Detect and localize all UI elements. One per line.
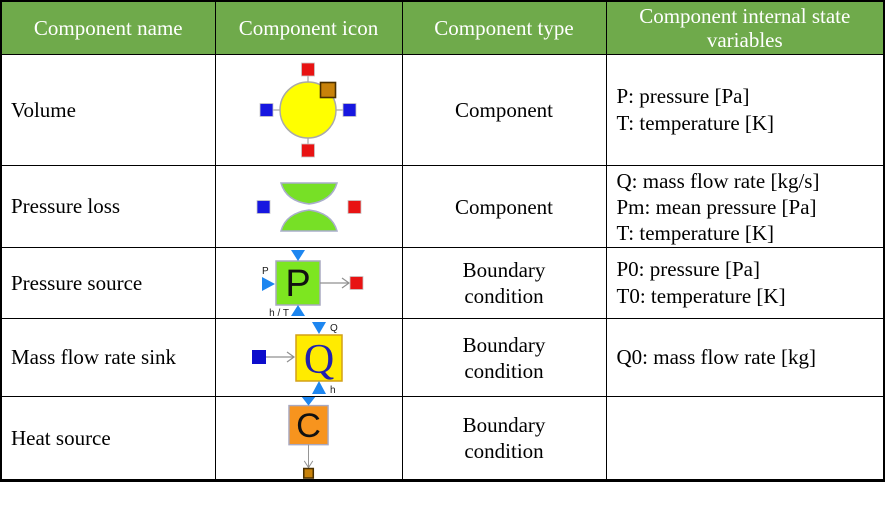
header-component-name: Component name xyxy=(0,0,216,55)
signal-triangle-bottom xyxy=(290,305,305,316)
port-label-p: P xyxy=(262,266,269,277)
table-row: Heat source C Boundary condition xyxy=(0,396,885,481)
port-label-h: h xyxy=(330,385,336,396)
port-thermal-brown xyxy=(319,81,337,99)
state-variable: T: temperature [K] xyxy=(616,220,775,245)
state-variables-cell: Q: mass flow rate [kg/s] Pm: mean pressu… xyxy=(605,165,885,248)
signal-triangle-top xyxy=(301,397,315,406)
thermal-arrow-head xyxy=(303,460,313,469)
state-variable: Q: mass flow rate [kg/s] xyxy=(616,168,820,193)
orifice-lower-shape xyxy=(279,208,338,232)
port-blue-left xyxy=(259,103,274,117)
state-variable: T: temperature [K] xyxy=(616,111,775,135)
port-blue-right xyxy=(342,103,357,117)
component-name-mass-flow-rate-sink: Mass flow rate sink xyxy=(0,318,216,397)
volume-icon xyxy=(259,62,357,158)
component-icon-cell: P P h / T xyxy=(214,247,403,319)
table-row: Mass flow rate sink Q Q h Boundary condi… xyxy=(0,318,885,397)
state-variable: Pm: mean pressure [Pa] xyxy=(616,194,817,219)
component-name-heat-source: Heat source xyxy=(0,396,216,481)
port-red-bottom xyxy=(301,143,315,158)
port-red-right xyxy=(347,199,361,214)
port-blue-left xyxy=(251,349,266,364)
signal-triangle-left xyxy=(261,277,275,291)
pressure-source-letter: P xyxy=(285,263,310,305)
heat-source-letter: C xyxy=(296,407,321,445)
state-variables-cell: Q0: mass flow rate [kg] xyxy=(605,318,885,397)
port-blue-left xyxy=(256,199,270,214)
port-red-top xyxy=(301,62,315,77)
component-name-volume: Volume xyxy=(0,54,216,166)
sink-body-square xyxy=(294,333,343,382)
signal-triangle-top xyxy=(290,250,305,261)
state-variable: T0: temperature [K] xyxy=(616,284,786,308)
port-label-h-t: h / T xyxy=(269,308,289,317)
component-icon-cell xyxy=(214,54,403,166)
port-label-q: Q xyxy=(330,323,338,334)
heat-body-square xyxy=(287,404,329,446)
signal-triangle-bottom xyxy=(311,380,326,394)
state-variable: Q0: mass flow rate [kg] xyxy=(616,345,816,369)
heat-source-icon: C xyxy=(287,397,329,479)
header-internal-state-variables: Component internal state variables xyxy=(605,0,885,55)
component-type-cell: Boundary condition xyxy=(401,396,607,481)
flow-arrow-head xyxy=(341,277,350,289)
header-component-icon: Component icon xyxy=(214,0,403,55)
pressure-source-icon: P P h / T xyxy=(261,250,363,317)
mass-flow-sink-letter: Q xyxy=(303,337,333,383)
component-icon-cell: C xyxy=(214,396,403,481)
state-variables-cell: P0: pressure [Pa] T0: temperature [K] xyxy=(605,247,885,319)
component-type-cell: Component xyxy=(401,54,607,166)
table-row: Pressure loss Component Q: mass flow rat… xyxy=(0,165,885,248)
component-type-label: Boundary condition xyxy=(462,413,546,463)
pressure-loss-icon xyxy=(256,181,361,232)
state-variables-cell: P: pressure [Pa] T: temperature [K] xyxy=(605,54,885,166)
state-variables-cell-empty xyxy=(605,396,885,481)
port-red-right xyxy=(349,276,363,290)
state-variable: P: pressure [Pa] xyxy=(616,84,750,108)
component-type-label: Boundary condition xyxy=(462,332,546,383)
flow-arrow-head xyxy=(286,351,295,362)
component-type-cell: Component xyxy=(401,165,607,248)
table-header-row: Component name Component icon Component … xyxy=(0,0,885,55)
component-type-cell: Boundary condition xyxy=(401,318,607,397)
component-icon-cell xyxy=(214,165,403,248)
component-icon-cell: Q Q h xyxy=(214,318,403,397)
component-type-label: Component xyxy=(455,98,553,122)
component-type-label: Component xyxy=(455,194,553,219)
table-row: Volume Component P: pressure [Pa] T: tem… xyxy=(0,54,885,166)
table-row: Pressure source P P h / T Boundary condi… xyxy=(0,247,885,319)
component-name-pressure-loss: Pressure loss xyxy=(0,165,216,248)
signal-triangle-top xyxy=(311,321,326,334)
component-type-cell: Boundary condition xyxy=(401,247,607,319)
component-name-pressure-source: Pressure source xyxy=(0,247,216,319)
state-variable: P0: pressure [Pa] xyxy=(616,257,760,281)
component-table: Component name Component icon Component … xyxy=(0,0,885,482)
port-thermal-brown xyxy=(302,467,314,479)
orifice-upper-shape xyxy=(279,181,338,205)
header-component-type: Component type xyxy=(401,0,607,55)
component-type-label: Boundary condition xyxy=(462,258,546,308)
mass-flow-rate-sink-icon: Q Q h xyxy=(251,321,343,396)
